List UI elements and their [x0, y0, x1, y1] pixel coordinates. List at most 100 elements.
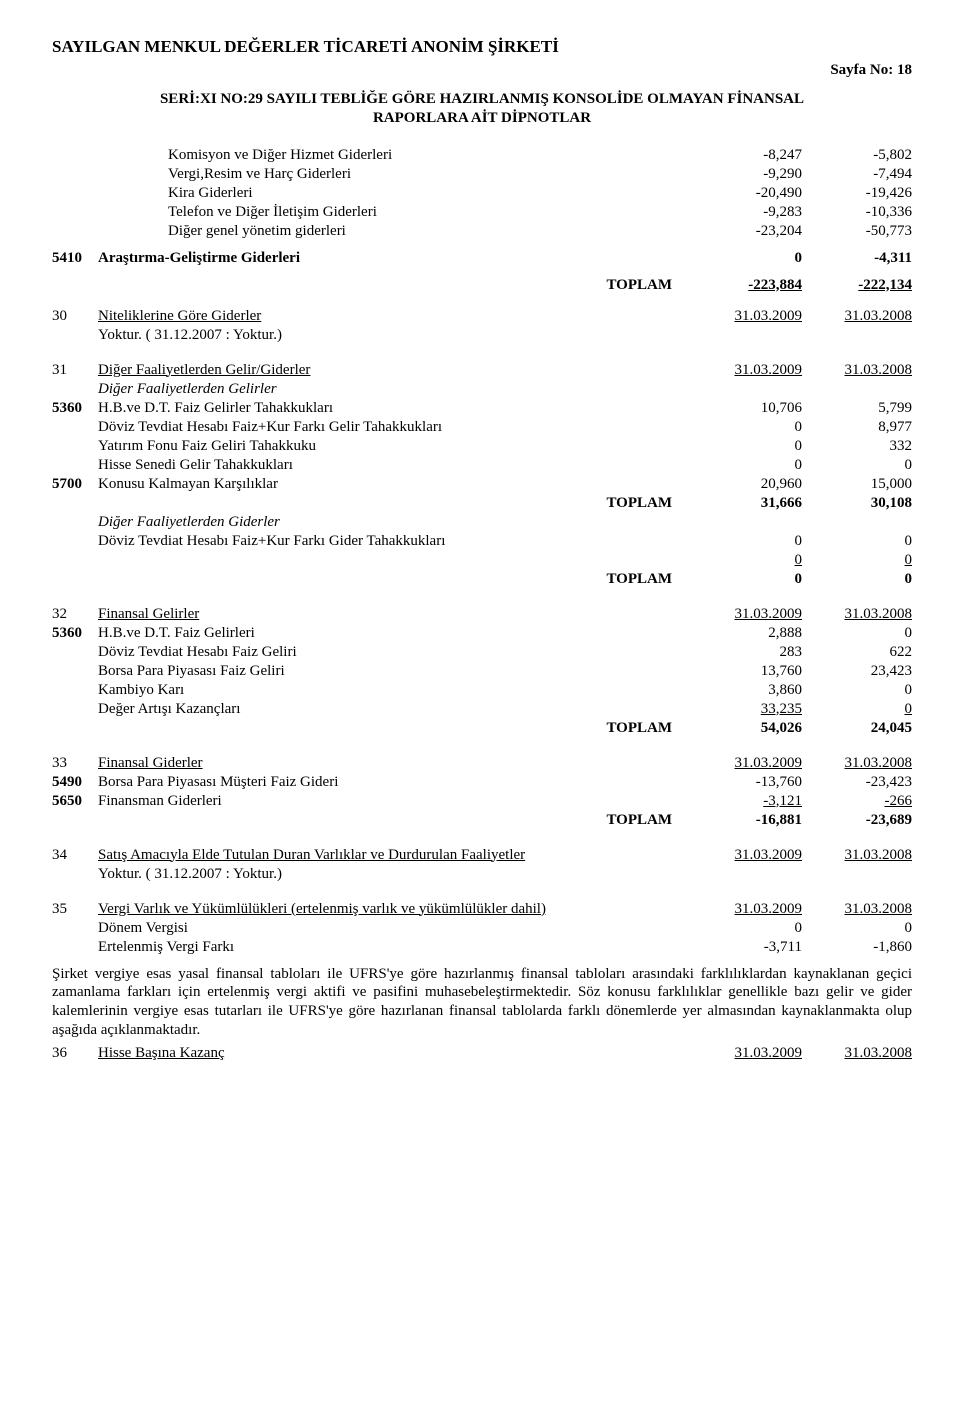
section-v1: 31.03.2009: [692, 900, 802, 919]
section-v1: 31.03.2009: [692, 754, 802, 773]
subhead-label: Diğer Faaliyetlerden Gelirler: [98, 380, 692, 399]
row-v1: 0: [692, 437, 802, 456]
row-v1: 0: [692, 249, 802, 268]
row-v2: -1,860: [802, 938, 912, 957]
row-v1: 3,860: [692, 681, 802, 700]
row-code: 5700: [52, 475, 98, 494]
table-row: Döviz Tevdiat Hesabı Faiz+Kur Farkı Gide…: [52, 532, 912, 551]
row-v1: -3,121: [692, 792, 802, 811]
row-v2: -7,494: [802, 165, 912, 184]
row-v2: 622: [802, 643, 912, 662]
row-label: Finansman Giderleri: [98, 792, 692, 811]
note-row: Yoktur. ( 31.12.2007 : Yoktur.): [52, 326, 912, 345]
row-label: Yatırım Fonu Faiz Geliri Tahakkuku: [98, 437, 692, 456]
table-row: Borsa Para Piyasası Faiz Geliri 13,760 2…: [52, 662, 912, 681]
table-row: Komisyon ve Diğer Hizmet Giderleri -8,24…: [52, 146, 912, 165]
row-v1: -9,283: [692, 203, 802, 222]
row-label: Döviz Tevdiat Hesabı Faiz+Kur Farkı Geli…: [98, 418, 692, 437]
row-label: H.B.ve D.T. Faiz Gelirler Tahakkukları: [98, 399, 692, 418]
explanatory-paragraph: Şirket vergiye esas yasal finansal tablo…: [52, 965, 912, 1040]
total-label: TOPLAM: [98, 494, 692, 513]
total-row: TOPLAM -223,884 -222,134: [52, 276, 912, 295]
total-label: TOPLAM: [98, 719, 692, 738]
section-v2: 31.03.2008: [802, 307, 912, 326]
section-v2: 31.03.2008: [802, 1044, 912, 1063]
table-row: Ertelenmiş Vergi Farkı -3,711 -1,860: [52, 938, 912, 957]
table-row: Hisse Senedi Gelir Tahakkukları 0 0: [52, 456, 912, 475]
row-v1: -13,760: [692, 773, 802, 792]
table-row: Döviz Tevdiat Hesabı Faiz Geliri 283 622: [52, 643, 912, 662]
row-label: Konusu Kalmayan Karşılıklar: [98, 475, 692, 494]
company-title: SAYILGAN MENKUL DEĞERLER TİCARETİ ANONİM…: [52, 36, 912, 57]
section-v2: 31.03.2008: [802, 846, 912, 865]
section-label: Finansal Giderler: [98, 754, 692, 773]
row-v2: 15,000: [802, 475, 912, 494]
row-v2: 0: [802, 681, 912, 700]
total-row: TOPLAM -16,881 -23,689: [52, 811, 912, 830]
doc-subtitle: SERİ:XI NO:29 SAYILI TEBLİĞE GÖRE HAZIRL…: [52, 90, 912, 128]
table-row: Değer Artışı Kazançları 33,235 0: [52, 700, 912, 719]
row-v2: 0: [802, 919, 912, 938]
row-label: Vergi,Resim ve Harç Giderleri: [98, 165, 692, 184]
note-text: Yoktur. ( 31.12.2007 : Yoktur.): [98, 326, 692, 345]
row-label: Kira Giderleri: [98, 184, 692, 203]
total-v2: 0: [802, 570, 912, 589]
table-row: Diğer genel yönetim giderleri -23,204 -5…: [52, 222, 912, 241]
section-33-head: 33 Finansal Giderler 31.03.2009 31.03.20…: [52, 754, 912, 773]
row-label: Döviz Tevdiat Hesabı Faiz Geliri: [98, 643, 692, 662]
table-row: 0 0: [52, 551, 912, 570]
section-num: 31: [52, 361, 98, 380]
row-code: 5360: [52, 399, 98, 418]
row-v2: 0: [802, 551, 912, 570]
row-v1: 33,235: [692, 700, 802, 719]
section-label: Diğer Faaliyetlerden Gelir/Giderler: [98, 361, 692, 380]
total-label: TOPLAM: [98, 570, 692, 589]
total-v2: 24,045: [802, 719, 912, 738]
section-num: 35: [52, 900, 98, 919]
total-label: TOPLAM: [98, 811, 692, 830]
page-number: Sayfa No: 18: [52, 61, 912, 80]
section-num: 34: [52, 846, 98, 865]
section-v2: 31.03.2008: [802, 754, 912, 773]
row-v2: -19,426: [802, 184, 912, 203]
section-v1: 31.03.2009: [692, 605, 802, 624]
table-row: Yatırım Fonu Faiz Geliri Tahakkuku 0 332: [52, 437, 912, 456]
note-text: Yoktur. ( 31.12.2007 : Yoktur.): [98, 865, 692, 884]
row-v1: -23,204: [692, 222, 802, 241]
total-row: TOPLAM 54,026 24,045: [52, 719, 912, 738]
row-label: Dönem Vergisi: [98, 919, 692, 938]
row-label: Diğer genel yönetim giderleri: [98, 222, 692, 241]
row-v1: 0: [692, 532, 802, 551]
row-v1: 13,760: [692, 662, 802, 681]
row-label: Komisyon ve Diğer Hizmet Giderleri: [98, 146, 692, 165]
total-v1: 31,666: [692, 494, 802, 513]
row-label: Kambiyo Karı: [98, 681, 692, 700]
row-v2: -4,311: [802, 249, 912, 268]
row-label: Döviz Tevdiat Hesabı Faiz+Kur Farkı Gide…: [98, 532, 692, 551]
section-num: 30: [52, 307, 98, 326]
row-code: 5360: [52, 624, 98, 643]
row-v2: -5,802: [802, 146, 912, 165]
section-32-head: 32 Finansal Gelirler 31.03.2009 31.03.20…: [52, 605, 912, 624]
table-row: Dönem Vergisi 0 0: [52, 919, 912, 938]
row-v1: -9,290: [692, 165, 802, 184]
table-row: Vergi,Resim ve Harç Giderleri -9,290 -7,…: [52, 165, 912, 184]
total-v2: -23,689: [802, 811, 912, 830]
section-num: 32: [52, 605, 98, 624]
table-row: Kira Giderleri -20,490 -19,426: [52, 184, 912, 203]
section-35-head: 35 Vergi Varlık ve Yükümlülükleri (ertel…: [52, 900, 912, 919]
row-v2: 5,799: [802, 399, 912, 418]
section-label: Niteliklerine Göre Giderler: [98, 307, 692, 326]
section-v1: 31.03.2009: [692, 1044, 802, 1063]
row-code: 5490: [52, 773, 98, 792]
section-34-head: 34 Satış Amacıyla Elde Tutulan Duran Var…: [52, 846, 912, 865]
row-v2: -50,773: [802, 222, 912, 241]
section-31-head: 31 Diğer Faaliyetlerden Gelir/Giderler 3…: [52, 361, 912, 380]
section-v2: 31.03.2008: [802, 900, 912, 919]
row-v2: 0: [802, 456, 912, 475]
total-label: TOPLAM: [98, 276, 692, 295]
section-num: 36: [52, 1044, 98, 1063]
row-v1: 0: [692, 456, 802, 475]
row-label: Hisse Senedi Gelir Tahakkukları: [98, 456, 692, 475]
row-label: Telefon ve Diğer İletişim Giderleri: [98, 203, 692, 222]
